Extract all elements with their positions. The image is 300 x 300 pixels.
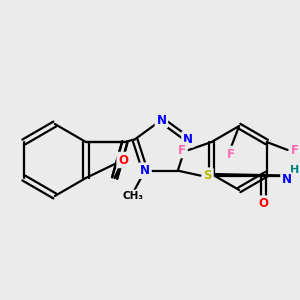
Text: N: N: [183, 133, 193, 146]
Text: O: O: [259, 197, 269, 210]
Text: F: F: [227, 148, 235, 160]
Text: CH₃: CH₃: [123, 191, 144, 201]
Text: F: F: [291, 143, 298, 157]
Text: S: S: [203, 169, 212, 182]
Text: F: F: [178, 143, 186, 157]
Text: N: N: [156, 113, 167, 127]
Text: H: H: [290, 165, 299, 175]
Text: N: N: [140, 164, 150, 177]
Text: N: N: [281, 173, 291, 186]
Text: O: O: [118, 154, 128, 166]
